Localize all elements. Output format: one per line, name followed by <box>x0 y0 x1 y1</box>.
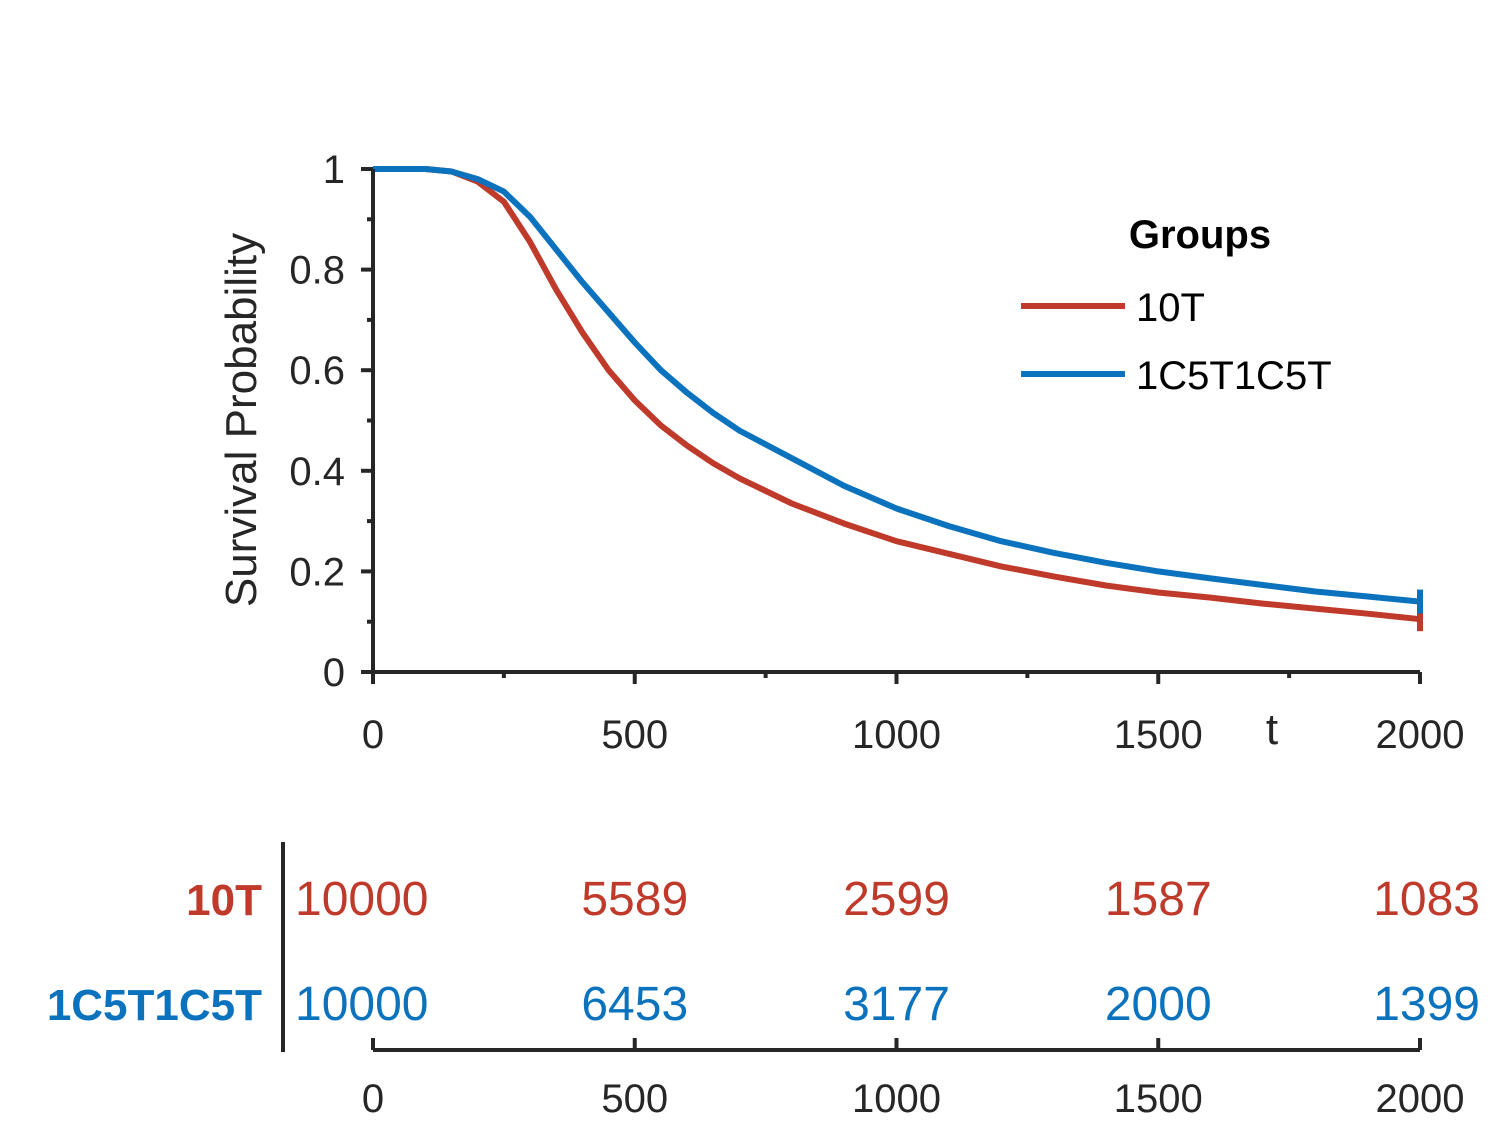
x-tick-label: 2000 <box>1376 713 1465 757</box>
x-tick-label: 1500 <box>1114 713 1203 757</box>
risk-value-0-2: 2599 <box>843 873 950 926</box>
risk-value-1-3: 2000 <box>1105 978 1212 1031</box>
legend-label-1: 1C5T1C5T <box>1136 354 1332 398</box>
legend-label-0: 10T <box>1136 286 1205 330</box>
x-tick-label: 1000 <box>852 713 941 757</box>
y-tick-label: 0.4 <box>289 450 345 494</box>
x-tick-label: 500 <box>601 713 668 757</box>
risk-x-tick-label: 2000 <box>1376 1077 1465 1121</box>
series-line-0 <box>373 166 1421 623</box>
risk-x-tick-label: 1500 <box>1114 1077 1203 1121</box>
y-tick-label: 1 <box>323 148 345 192</box>
x-axis-title: t <box>1266 705 1278 754</box>
y-tick-label: 0.6 <box>289 349 345 393</box>
risk-x-tick-label: 500 <box>601 1077 668 1121</box>
survival-plot: 0 500 1000 1500 2000 0 0.2 0.4 0.6 0.8 1 t Survival … <box>217 148 1464 757</box>
legend-title: Groups <box>1129 213 1271 257</box>
risk-value-0-1: 5589 <box>581 873 688 926</box>
risk-row-label-0: 10T <box>186 876 262 925</box>
y-tick-label: 0.8 <box>289 249 345 293</box>
x-tick-label: 0 <box>362 713 384 757</box>
risk-row-label-1: 1C5T1C5T <box>47 981 262 1030</box>
risk-value-1-0: 10000 <box>295 978 428 1031</box>
y-tick-label: 0 <box>323 651 345 695</box>
risk-value-1-1: 6453 <box>581 978 688 1031</box>
risk-value-0-0: 10000 <box>295 873 428 926</box>
legend: Groups 10T 1C5T1C5T <box>1021 213 1332 398</box>
series-line-1 <box>373 166 1421 605</box>
risk-value-1-4: 1399 <box>1373 978 1480 1031</box>
y-tick-label: 0.2 <box>289 550 345 594</box>
risk-value-0-4: 1083 <box>1373 873 1480 926</box>
risk-x-tick-label: 0 <box>362 1077 384 1121</box>
risk-value-0-3: 1587 <box>1105 873 1212 926</box>
risk-value-1-2: 3177 <box>843 978 950 1031</box>
risk-x-tick-label: 1000 <box>852 1077 941 1121</box>
y-axis-title: Survival Probability <box>217 233 266 607</box>
